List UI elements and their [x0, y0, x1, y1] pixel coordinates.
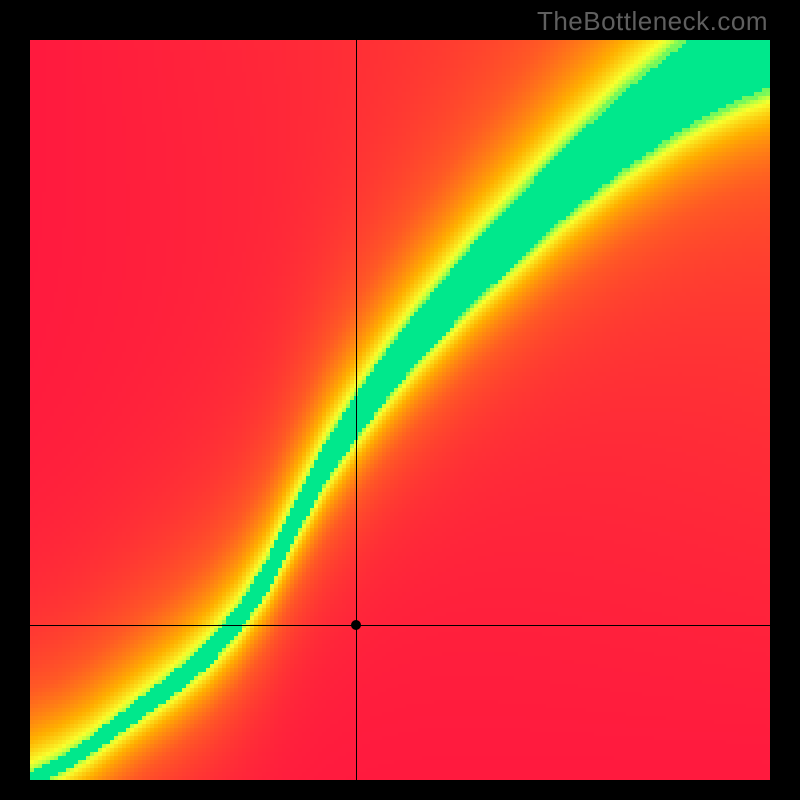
watermark-text: TheBottleneck.com	[537, 6, 768, 37]
page-root: TheBottleneck.com	[0, 0, 800, 800]
plot-frame	[30, 40, 770, 780]
marker-dot	[351, 620, 361, 630]
heatmap-canvas	[30, 40, 770, 780]
crosshair-vertical	[356, 40, 357, 780]
crosshair-horizontal	[30, 625, 770, 626]
